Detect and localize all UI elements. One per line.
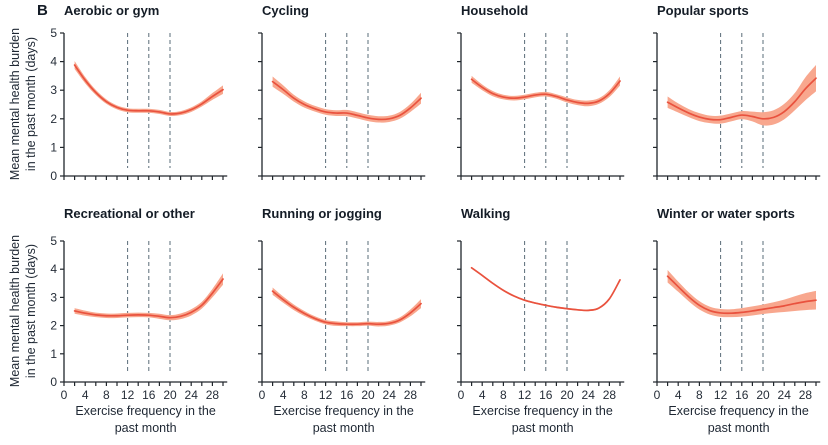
x-axis-caption-line2: past month: [511, 421, 574, 435]
mean-line: [271, 290, 422, 326]
figure-letter: B: [37, 2, 48, 19]
panel-title-winter-or-water-sports: Winter or water sports: [657, 206, 795, 221]
svg-text:5: 5: [50, 234, 57, 248]
panel-title-recreational-or-other: Recreational or other: [64, 206, 195, 221]
svg-text:0: 0: [61, 388, 68, 402]
svg-text:20: 20: [361, 388, 375, 402]
svg-text:4: 4: [82, 388, 89, 402]
panel-title-popular-sports: Popular sports: [657, 3, 749, 18]
y-axis-label-line1: Mean mental health burden: [8, 234, 22, 388]
svg-text:20: 20: [163, 388, 177, 402]
mean-line: [470, 78, 621, 105]
svg-text:0: 0: [50, 375, 57, 389]
panel-plot-walking: 0 4 8 12 16 20 24 28: [457, 240, 625, 402]
svg-text:16: 16: [142, 388, 156, 402]
svg-text:20: 20: [560, 388, 574, 402]
x-axis-caption-line2: past month: [312, 421, 375, 435]
svg-text:20: 20: [756, 388, 770, 402]
svg-text:8: 8: [103, 388, 110, 402]
svg-text:12: 12: [121, 388, 135, 402]
panel-plot-household: [457, 32, 625, 180]
svg-text:12: 12: [319, 388, 333, 402]
y-axis-label-line2: in the past month (days): [24, 36, 38, 172]
x-axis-caption-line2: past month: [707, 421, 770, 435]
panel-title-aerobic-or-gym: Aerobic or gym: [64, 3, 160, 18]
y-axis-label-row2: Mean mental health burden in the past mo…: [7, 221, 41, 401]
svg-text:24: 24: [778, 388, 792, 402]
x-axis-caption-line1: Exercise frequency in the: [273, 404, 414, 418]
svg-text:0: 0: [50, 169, 57, 183]
svg-text:4: 4: [280, 388, 287, 402]
mean-line: [271, 80, 422, 121]
panel-title-walking: Walking: [461, 206, 511, 221]
svg-text:3: 3: [50, 83, 57, 97]
confidence-band: [74, 273, 223, 321]
svg-text:16: 16: [735, 388, 749, 402]
confidence-band: [667, 65, 816, 126]
mean-line: [666, 275, 817, 315]
mean-line: [73, 64, 224, 115]
x-axis-caption-line2: past month: [114, 421, 177, 435]
x-axis-caption-col3: Exercise frequency in the past month: [453, 403, 633, 437]
confidence-band: [667, 270, 816, 318]
svg-text:8: 8: [696, 388, 703, 402]
y-axis-label-line1: Mean mental health burden: [8, 27, 22, 181]
svg-text:16: 16: [539, 388, 553, 402]
x-axis-caption-line1: Exercise frequency in the: [668, 404, 809, 418]
svg-text:24: 24: [582, 388, 596, 402]
mean-line: [470, 266, 621, 312]
svg-text:28: 28: [206, 388, 220, 402]
panel-plot-aerobic-or-gym: 0 1 2 3 4 5: [50, 26, 228, 183]
y-axis-label-line2: in the past month (days): [24, 243, 38, 379]
svg-text:4: 4: [50, 262, 57, 276]
svg-text:2: 2: [50, 319, 57, 333]
x-axis-caption-line1: Exercise frequency in the: [472, 404, 613, 418]
svg-text:24: 24: [383, 388, 397, 402]
svg-text:0: 0: [654, 388, 661, 402]
svg-text:16: 16: [340, 388, 354, 402]
svg-text:0: 0: [458, 388, 465, 402]
svg-text:4: 4: [50, 55, 57, 69]
x-axis-caption-col2: Exercise frequency in the past month: [254, 403, 434, 437]
x-axis-caption-line1: Exercise frequency in the: [75, 404, 216, 418]
panel-title-cycling: Cycling: [262, 3, 309, 18]
panel-title-household: Household: [461, 3, 529, 18]
panel-plot-winter-or-water-sports: 0 4 8 12 16 20 24 28: [653, 240, 821, 402]
mean-line: [666, 77, 817, 121]
svg-text:2: 2: [50, 112, 57, 126]
mean-line: [73, 278, 224, 319]
svg-text:5: 5: [50, 26, 57, 40]
svg-text:28: 28: [799, 388, 813, 402]
x-axis-caption-col4: Exercise frequency in the past month: [649, 403, 828, 437]
svg-text:0: 0: [259, 388, 266, 402]
svg-text:4: 4: [479, 388, 486, 402]
x-axis-caption-col1: Exercise frequency in the past month: [56, 403, 236, 437]
svg-text:28: 28: [603, 388, 617, 402]
svg-text:1: 1: [50, 347, 57, 361]
svg-text:8: 8: [301, 388, 308, 402]
panel-plot-running-or-jogging: 0 4 8 12 16 20 24 28: [258, 240, 426, 402]
panel-plot-popular-sports: [653, 32, 821, 180]
svg-text:12: 12: [518, 388, 532, 402]
svg-text:3: 3: [50, 290, 57, 304]
svg-text:4: 4: [675, 388, 682, 402]
svg-text:24: 24: [185, 388, 199, 402]
svg-text:1: 1: [50, 140, 57, 154]
svg-text:8: 8: [500, 388, 507, 402]
panel-title-running-or-jogging: Running or jogging: [262, 206, 382, 221]
svg-text:12: 12: [714, 388, 728, 402]
svg-text:28: 28: [404, 388, 418, 402]
panel-plot-cycling: [258, 32, 426, 180]
y-axis-label-row1: Mean mental health burden in the past mo…: [7, 14, 41, 194]
